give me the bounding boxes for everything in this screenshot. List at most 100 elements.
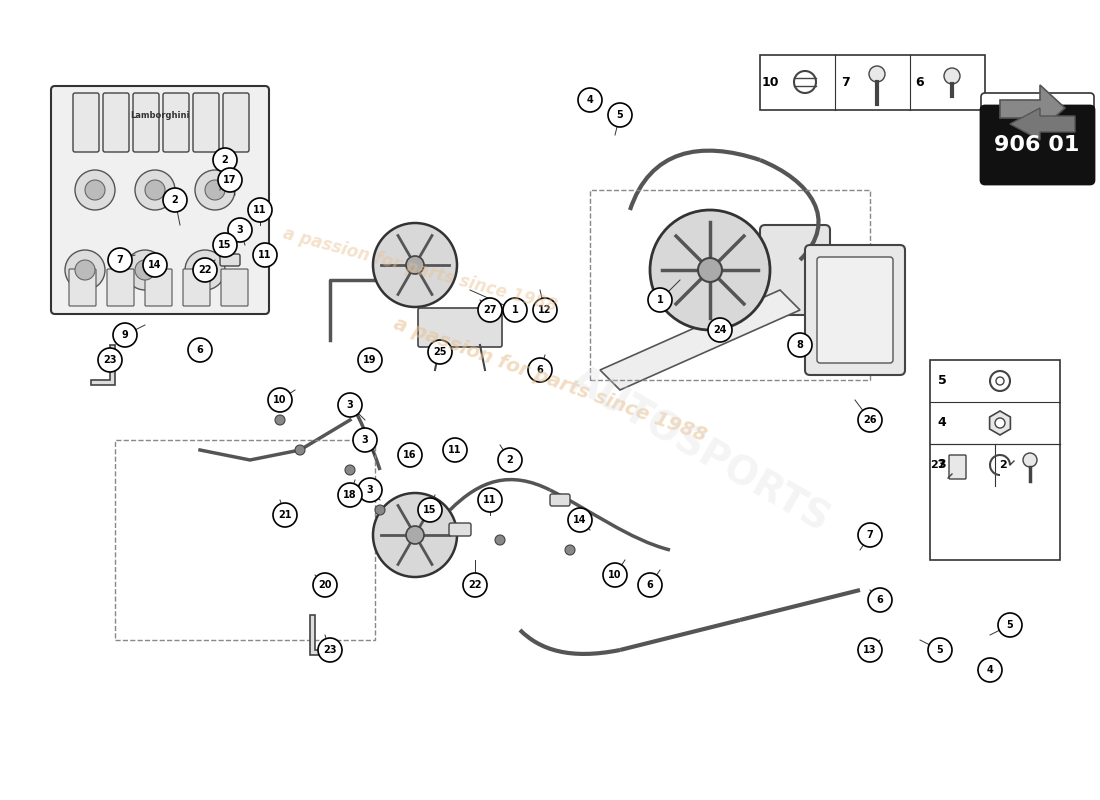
- Circle shape: [978, 658, 1002, 682]
- Text: 5: 5: [937, 374, 946, 387]
- FancyBboxPatch shape: [418, 308, 502, 347]
- Text: 2: 2: [999, 460, 1007, 470]
- Text: Lamborghini: Lamborghini: [130, 110, 189, 119]
- Polygon shape: [600, 290, 800, 390]
- Circle shape: [698, 258, 722, 282]
- Circle shape: [295, 445, 305, 455]
- Circle shape: [318, 638, 342, 662]
- Text: 10: 10: [761, 75, 779, 89]
- Circle shape: [143, 253, 167, 277]
- Circle shape: [996, 418, 1005, 428]
- Circle shape: [406, 526, 424, 544]
- Text: 906 01: 906 01: [994, 135, 1080, 155]
- Circle shape: [353, 428, 377, 452]
- Circle shape: [1023, 453, 1037, 467]
- Circle shape: [345, 465, 355, 475]
- Text: 3: 3: [937, 458, 946, 471]
- Text: 18: 18: [343, 490, 356, 500]
- Text: 10: 10: [608, 570, 622, 580]
- FancyBboxPatch shape: [73, 93, 99, 152]
- Text: 17: 17: [223, 175, 236, 185]
- Circle shape: [338, 483, 362, 507]
- Circle shape: [248, 198, 272, 222]
- Circle shape: [98, 348, 122, 372]
- Text: 11: 11: [253, 205, 266, 215]
- Text: 7: 7: [117, 255, 123, 265]
- Text: 15: 15: [218, 240, 232, 250]
- Text: 13: 13: [864, 645, 877, 655]
- Circle shape: [463, 573, 487, 597]
- Text: 15: 15: [424, 505, 437, 515]
- Circle shape: [998, 613, 1022, 637]
- Text: 16: 16: [404, 450, 417, 460]
- Text: 12: 12: [538, 305, 552, 315]
- Circle shape: [648, 288, 672, 312]
- Circle shape: [213, 233, 236, 257]
- FancyBboxPatch shape: [981, 106, 1094, 184]
- Text: 23: 23: [323, 645, 337, 655]
- Circle shape: [185, 250, 226, 290]
- Circle shape: [358, 478, 382, 502]
- Circle shape: [428, 340, 452, 364]
- Text: 11: 11: [483, 495, 497, 505]
- FancyBboxPatch shape: [220, 254, 240, 266]
- Polygon shape: [1000, 85, 1065, 130]
- Bar: [930, 360, 1060, 560]
- Circle shape: [195, 260, 214, 280]
- Circle shape: [192, 258, 217, 282]
- Circle shape: [125, 250, 165, 290]
- Circle shape: [418, 498, 442, 522]
- Text: 2: 2: [172, 195, 178, 205]
- Circle shape: [603, 563, 627, 587]
- FancyBboxPatch shape: [805, 245, 905, 375]
- Text: 4: 4: [987, 665, 993, 675]
- Circle shape: [944, 68, 960, 84]
- Circle shape: [373, 223, 456, 307]
- Circle shape: [478, 298, 502, 322]
- Circle shape: [928, 638, 952, 662]
- Text: 22: 22: [198, 265, 211, 275]
- Text: 5: 5: [1006, 620, 1013, 630]
- Circle shape: [163, 188, 187, 212]
- Text: 10: 10: [273, 395, 287, 405]
- Circle shape: [495, 535, 505, 545]
- Circle shape: [253, 243, 277, 267]
- Text: 3: 3: [366, 485, 373, 495]
- Circle shape: [398, 443, 422, 467]
- Circle shape: [228, 218, 252, 242]
- Polygon shape: [990, 411, 1011, 435]
- Circle shape: [858, 638, 882, 662]
- FancyBboxPatch shape: [817, 257, 893, 363]
- Circle shape: [75, 170, 116, 210]
- Circle shape: [213, 148, 236, 172]
- Text: 9: 9: [122, 330, 129, 340]
- Text: 5: 5: [936, 645, 944, 655]
- Circle shape: [534, 298, 557, 322]
- FancyBboxPatch shape: [103, 93, 129, 152]
- Circle shape: [503, 298, 527, 322]
- Circle shape: [195, 170, 235, 210]
- FancyBboxPatch shape: [223, 93, 249, 152]
- Circle shape: [218, 168, 242, 192]
- Circle shape: [638, 573, 662, 597]
- Circle shape: [314, 573, 337, 597]
- FancyBboxPatch shape: [949, 455, 966, 479]
- Text: 6: 6: [877, 595, 883, 605]
- Circle shape: [375, 505, 385, 515]
- FancyBboxPatch shape: [760, 225, 830, 315]
- Circle shape: [135, 260, 155, 280]
- Text: a passion for parts since 1988: a passion for parts since 1988: [280, 225, 559, 315]
- Circle shape: [565, 545, 575, 555]
- Text: 1: 1: [657, 295, 663, 305]
- Text: 27: 27: [931, 460, 946, 470]
- Text: 11: 11: [258, 250, 272, 260]
- Circle shape: [869, 66, 886, 82]
- Text: 24: 24: [713, 325, 727, 335]
- Circle shape: [338, 393, 362, 417]
- Text: 8: 8: [796, 340, 803, 350]
- Text: 20: 20: [318, 580, 332, 590]
- FancyBboxPatch shape: [449, 523, 471, 536]
- Circle shape: [708, 318, 732, 342]
- FancyBboxPatch shape: [133, 93, 160, 152]
- Text: 4: 4: [586, 95, 593, 105]
